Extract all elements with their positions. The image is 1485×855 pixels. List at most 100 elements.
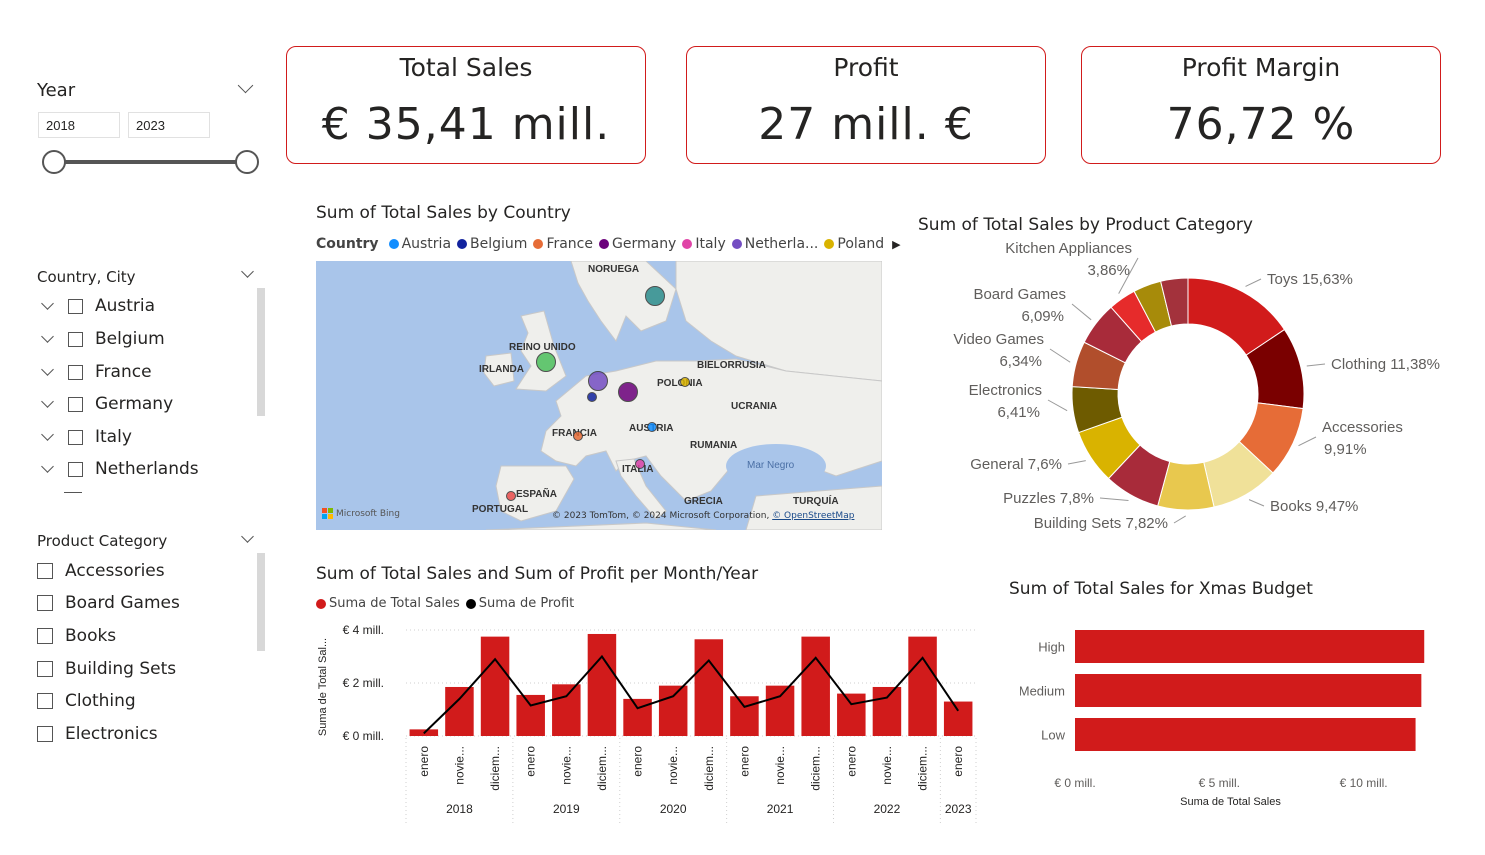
osm-link[interactable]: © OpenStreetMap: [772, 511, 855, 521]
legend-item-label[interactable]: Belgium: [470, 236, 528, 252]
donut-slice[interactable]: [1160, 277, 1189, 327]
donut-label-pct: 6,41%: [997, 404, 1040, 421]
year-range-track[interactable]: [54, 160, 247, 164]
sales-bar[interactable]: [516, 694, 545, 736]
combo-chart[interactable]: € 4 mill. € 2 mill. € 0 mill. Suma de Total…: [310, 615, 990, 830]
country-item-germany[interactable]: Germany: [37, 390, 173, 418]
country-chevron-down-icon[interactable]: [241, 265, 254, 278]
checkbox[interactable]: [68, 461, 83, 477]
category-item-accessories[interactable]: Accessories: [37, 557, 165, 585]
y-tick-label: € 0 mill.: [343, 729, 384, 743]
map-country-label: GRECIA: [684, 496, 723, 507]
map-bubble[interactable]: [587, 392, 597, 402]
sales-bar[interactable]: [694, 639, 724, 736]
legend-dot: [388, 239, 399, 249]
map-sea-label: Mar Negro: [747, 460, 795, 471]
year-to-input[interactable]: 2023: [128, 112, 210, 138]
map-bubble[interactable]: [506, 491, 516, 501]
profit-line[interactable]: [423, 654, 960, 735]
checkbox[interactable]: [37, 661, 53, 677]
sales-bar[interactable]: [445, 686, 474, 736]
checkbox[interactable]: [37, 726, 53, 742]
legend-item-label[interactable]: Netherla...: [744, 236, 819, 252]
donut-chart[interactable]: Toys 15,63% Clothing 11,38% Accessories 9,9…: [900, 240, 1480, 540]
legend-item-label[interactable]: Germany: [612, 236, 677, 252]
legend-item-label[interactable]: Poland: [837, 236, 885, 252]
country-item-italy[interactable]: Italy: [37, 423, 132, 451]
budget-bar[interactable]: [1075, 674, 1422, 707]
sales-bar[interactable]: [872, 686, 902, 736]
expand-chevron-icon[interactable]: [41, 459, 54, 473]
profit-card[interactable]: Profit 27 mill. €: [686, 46, 1046, 164]
checkbox[interactable]: [68, 298, 83, 314]
legend-item-label[interactable]: Italy: [695, 236, 726, 252]
sales-bar[interactable]: [480, 636, 510, 736]
country-label: France: [95, 362, 152, 382]
year-chevron-down-icon[interactable]: [237, 77, 254, 94]
expand-chevron-icon[interactable]: [41, 362, 54, 376]
donut-leader-line: [1173, 515, 1186, 524]
bing-logo: Microsoft Bing: [322, 508, 400, 519]
legend-next-arrow-icon[interactable]: ▶: [892, 237, 901, 251]
checkbox[interactable]: [37, 693, 53, 709]
map-bubble[interactable]: [635, 459, 645, 469]
map-bubble[interactable]: [645, 286, 665, 306]
legend-item-label[interactable]: Austria: [401, 236, 452, 252]
budget-chart[interactable]: € 0 mill. € 5 mill. € 10 mill. Suma de Tota…: [1020, 615, 1460, 815]
checkbox[interactable]: [37, 563, 53, 579]
sales-bar[interactable]: [552, 684, 581, 736]
x-tick-label: enero: [417, 746, 431, 777]
expand-chevron-icon[interactable]: [41, 329, 54, 343]
year-end-handle[interactable]: [235, 150, 259, 174]
map-canvas[interactable]: NORUEGA REINO UNIDO IRLANDA BIELORRUSIA POLO…: [316, 261, 882, 530]
map-bubble[interactable]: [647, 422, 657, 432]
category-item-books[interactable]: Books: [37, 622, 116, 650]
sales-bar[interactable]: [943, 701, 973, 736]
checkbox[interactable]: [37, 628, 53, 644]
map-bubble[interactable]: [618, 382, 638, 402]
category-item-clothing[interactable]: Clothing: [37, 687, 136, 715]
category-chevron-down-icon[interactable]: [241, 530, 254, 543]
country-scrollbar[interactable]: [257, 288, 265, 416]
checkbox[interactable]: [68, 331, 83, 347]
country-item-belgium[interactable]: Belgium: [37, 325, 165, 353]
x-tick-label: diciem...: [595, 746, 609, 791]
donut-label-name: Accessories: [1322, 419, 1403, 436]
year-from-input[interactable]: 2018: [38, 112, 120, 138]
category-scrollbar[interactable]: [257, 553, 265, 651]
legend-item-label[interactable]: France: [546, 236, 593, 252]
y-tick-label: € 2 mill.: [343, 676, 384, 690]
expand-chevron-icon[interactable]: [41, 394, 54, 408]
donut-leader-line: [1248, 499, 1265, 507]
combo-legend: Suma de Total Sales Suma de Profit: [316, 596, 574, 611]
budget-bar[interactable]: [1075, 630, 1425, 663]
category-item-electronics[interactable]: Electronics: [37, 720, 158, 748]
map-bubble[interactable]: [588, 371, 608, 391]
sales-bar[interactable]: [658, 685, 688, 736]
checkbox[interactable]: [68, 396, 83, 412]
checkbox[interactable]: [37, 595, 53, 611]
expand-chevron-icon[interactable]: [41, 296, 54, 310]
country-item-austria[interactable]: Austria: [37, 292, 155, 320]
year-start-handle[interactable]: [42, 150, 66, 174]
checkbox[interactable]: [68, 364, 83, 380]
profit-margin-card[interactable]: Profit Margin 76,72 %: [1081, 46, 1441, 164]
sales-bar[interactable]: [730, 696, 759, 736]
sales-bar[interactable]: [837, 693, 866, 736]
checkbox[interactable]: [68, 429, 83, 445]
map-bubble[interactable]: [536, 352, 556, 372]
budget-bar[interactable]: [1075, 718, 1416, 751]
category-item-building-sets[interactable]: Building Sets: [37, 655, 176, 683]
expand-chevron-icon[interactable]: [41, 427, 54, 441]
country-item-netherlands[interactable]: Netherlands: [37, 455, 199, 483]
category-label: Board Games: [65, 593, 180, 613]
sales-bar[interactable]: [587, 633, 617, 736]
sales-bar[interactable]: [765, 685, 795, 736]
total-sales-card[interactable]: Total Sales € 35,41 mill.: [286, 46, 646, 164]
country-item-france[interactable]: France: [37, 358, 152, 386]
sales-bar[interactable]: [801, 636, 830, 736]
map-bubble[interactable]: [680, 377, 690, 387]
map-bubble[interactable]: [573, 431, 583, 441]
category-item-board-games[interactable]: Board Games: [37, 589, 180, 617]
sales-bar[interactable]: [908, 636, 937, 736]
